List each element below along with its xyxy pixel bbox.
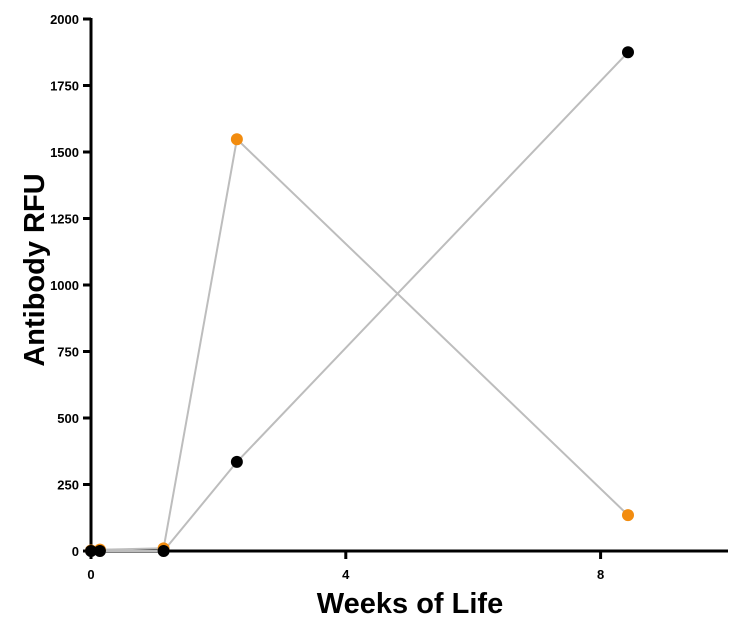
y-tick-label: 2000 — [50, 12, 79, 27]
x-tick-label: 4 — [342, 567, 350, 582]
series-1-point — [93, 545, 106, 557]
y-tick-label: 750 — [57, 345, 79, 360]
y-tick-label: 500 — [57, 411, 79, 426]
y-ticks: 0 250 500 750 1000 1250 1500 1750 2000 — [50, 12, 91, 559]
series-0-point — [621, 509, 634, 522]
series-points — [85, 46, 634, 557]
series-0-point — [230, 133, 243, 146]
y-tick-label: 250 — [57, 478, 79, 493]
x-tick-label: 0 — [87, 567, 94, 582]
x-tick-label: 8 — [597, 567, 604, 582]
series-1-point — [85, 545, 97, 557]
y-tick-label: 1500 — [50, 145, 79, 160]
y-tick-label: 1250 — [50, 212, 79, 227]
series-1-point — [621, 46, 634, 59]
axes — [89, 18, 728, 553]
y-tick-label: 0 — [72, 544, 79, 559]
series-0-line — [90, 137, 629, 552]
series-1-point — [157, 545, 170, 557]
series-1-line — [91, 51, 629, 552]
y-tick-label: 1750 — [50, 79, 79, 94]
y-tick-label: 1000 — [50, 278, 79, 293]
x-axis-title: Weeks of Life — [317, 588, 503, 620]
series-1-point — [230, 455, 243, 468]
series-lines — [90, 51, 629, 552]
y-axis-title: Antibody RFU — [19, 173, 51, 366]
